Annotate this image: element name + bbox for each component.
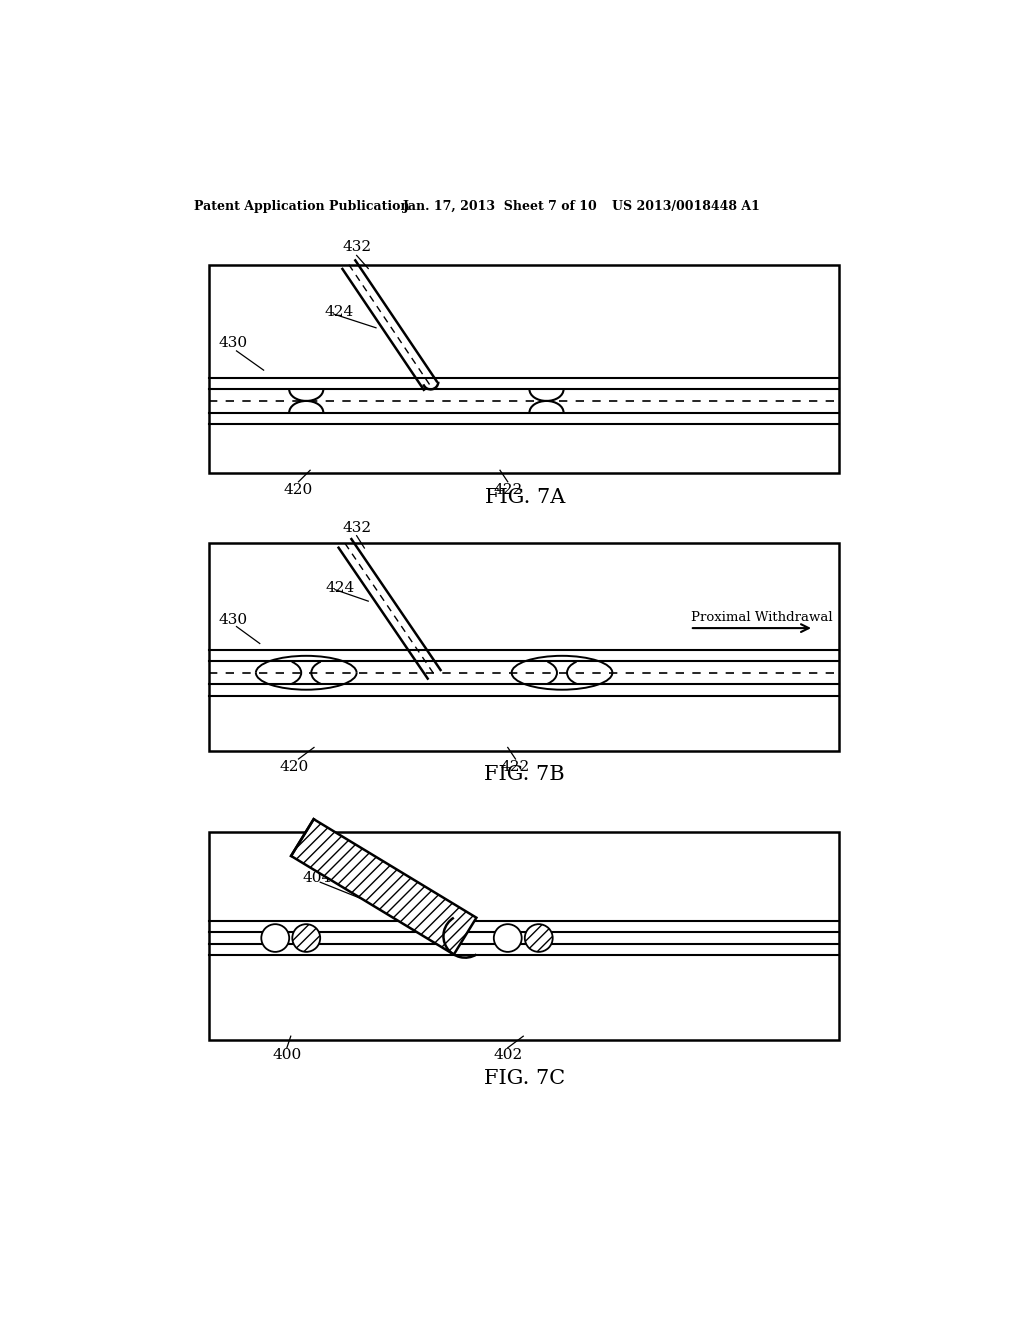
Text: 430: 430 bbox=[219, 614, 248, 627]
Text: 420: 420 bbox=[284, 483, 313, 496]
Text: 432: 432 bbox=[342, 240, 371, 253]
Text: Proximal Withdrawal: Proximal Withdrawal bbox=[690, 611, 833, 624]
Polygon shape bbox=[291, 820, 476, 954]
Text: 424: 424 bbox=[326, 581, 355, 595]
Text: 422: 422 bbox=[501, 760, 530, 774]
Circle shape bbox=[494, 924, 521, 952]
Text: Patent Application Publication: Patent Application Publication bbox=[194, 201, 410, 214]
Text: 424: 424 bbox=[324, 305, 353, 319]
Text: Jan. 17, 2013  Sheet 7 of 10: Jan. 17, 2013 Sheet 7 of 10 bbox=[403, 201, 598, 214]
Text: FIG. 7A: FIG. 7A bbox=[484, 487, 565, 507]
Text: FIG. 7C: FIG. 7C bbox=[484, 1069, 565, 1088]
Circle shape bbox=[261, 924, 289, 952]
Circle shape bbox=[524, 924, 553, 952]
Text: 402: 402 bbox=[494, 1048, 522, 1063]
Text: 430: 430 bbox=[219, 337, 248, 350]
Text: US 2013/0018448 A1: US 2013/0018448 A1 bbox=[612, 201, 760, 214]
Text: 422: 422 bbox=[494, 483, 522, 496]
Text: 420: 420 bbox=[280, 760, 309, 774]
Text: 400: 400 bbox=[272, 1048, 301, 1063]
Text: 404: 404 bbox=[302, 871, 332, 886]
Text: FIG. 7B: FIG. 7B bbox=[484, 764, 565, 784]
Text: 432: 432 bbox=[342, 521, 371, 535]
Circle shape bbox=[292, 924, 321, 952]
